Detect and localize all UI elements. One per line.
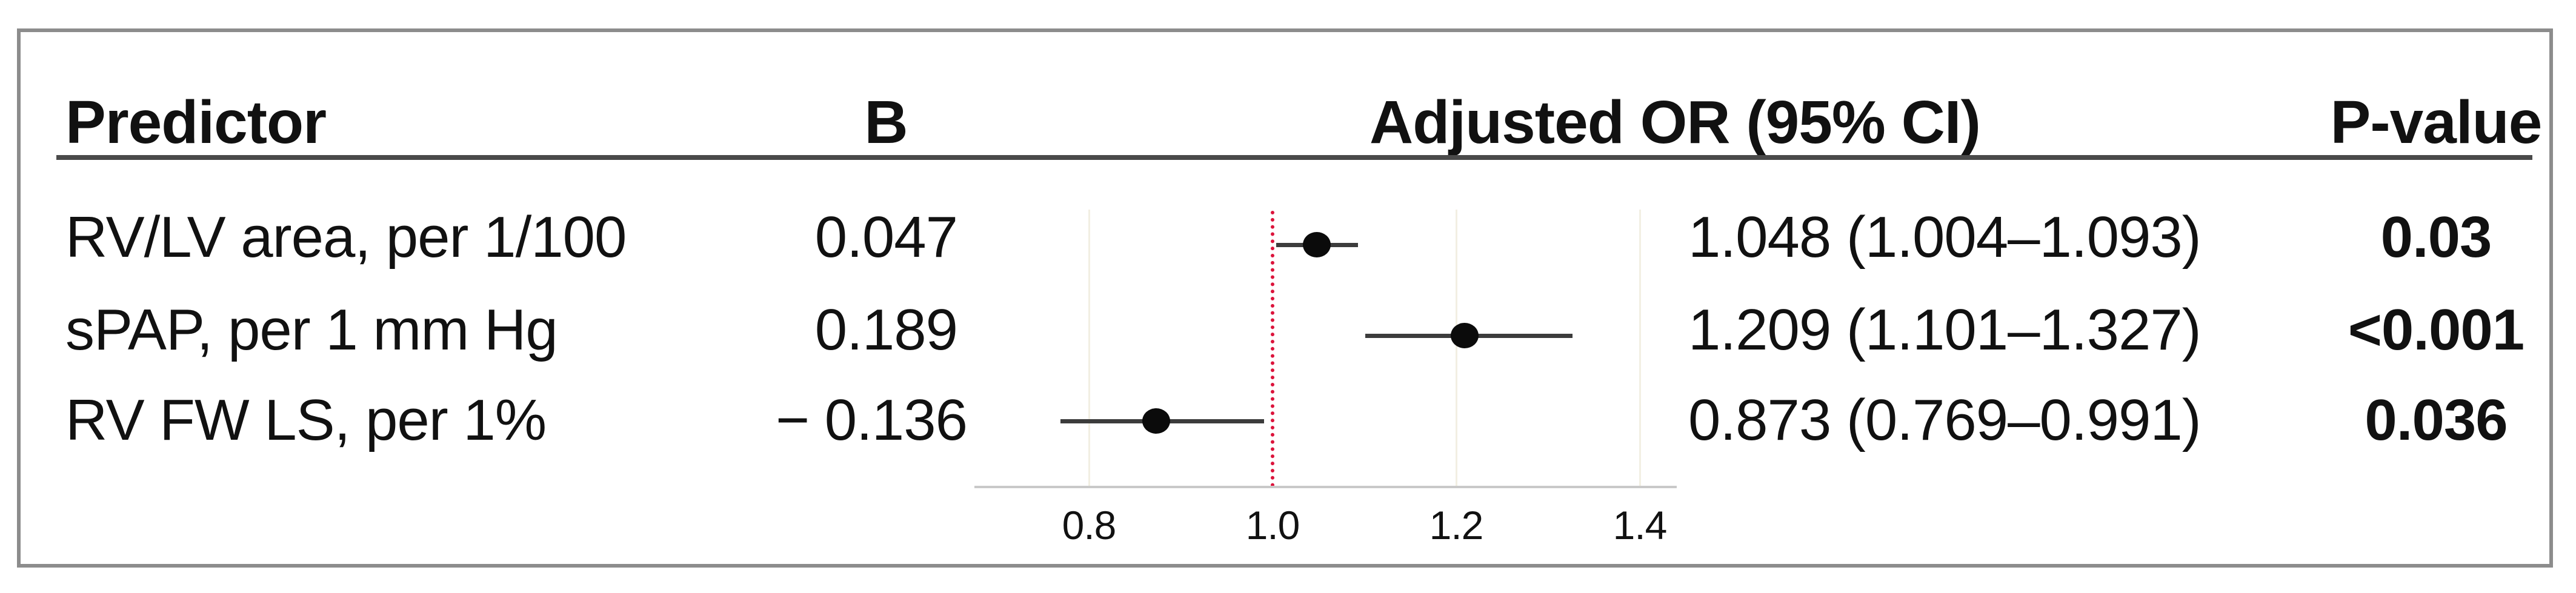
p-value: 0.03: [2380, 205, 2492, 270]
predictor-label: sPAP, per 1 mm Hg: [65, 297, 558, 362]
or-ci-value: 1.048 (1.004–1.093): [1688, 205, 2202, 270]
b-value: 0.047: [814, 205, 958, 270]
column-header-b: B: [864, 88, 908, 156]
or-ci-value: 1.209 (1.101–1.327): [1688, 297, 2202, 362]
or-ci-value: 0.873 (0.769–0.991): [1688, 388, 2202, 452]
column-header-predictor: Predictor: [65, 88, 327, 156]
predictor-label: RV FW LS, per 1%: [65, 388, 547, 452]
column-header-p-value: P-value: [2330, 88, 2543, 156]
p-value: 0.036: [2365, 388, 2508, 452]
header-underline: [56, 155, 2532, 160]
b-value: 0.189: [814, 297, 958, 362]
predictor-label: RV/LV area, per 1/100: [65, 205, 627, 270]
column-header-adjusted-or: Adjusted OR (95% CI): [1370, 88, 1981, 156]
figure-border: [17, 28, 2553, 568]
p-value: <0.001: [2348, 297, 2524, 362]
b-value: − 0.136: [776, 388, 968, 452]
